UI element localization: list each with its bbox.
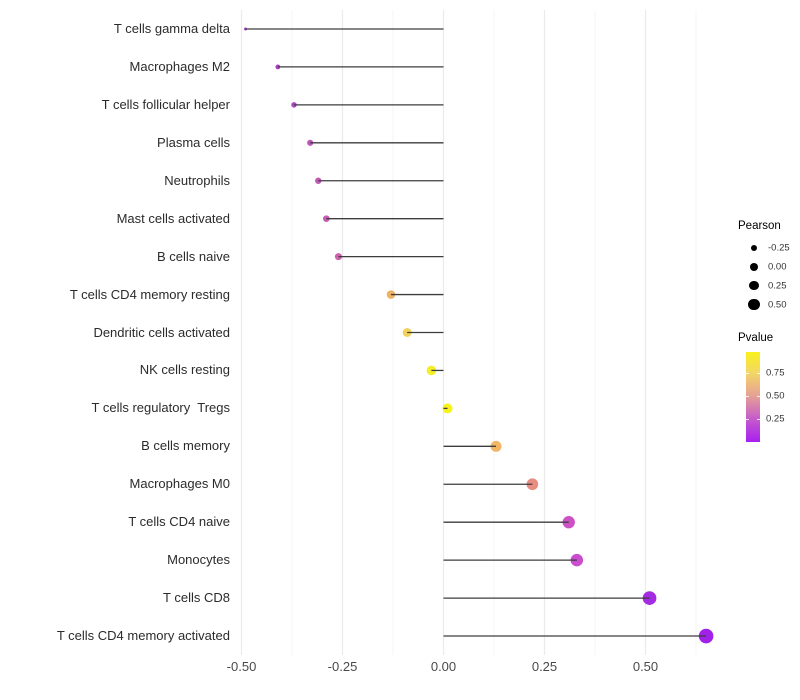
- x-tick-label: 0.50: [632, 659, 659, 674]
- legend-size-label: 0.00: [768, 261, 787, 272]
- pvalue-bar-tick: [757, 373, 760, 374]
- legend-pearson-size: Pearson -0.25 0.00 0.25 0.50: [738, 220, 800, 314]
- legend-size-label: 0.50: [768, 299, 787, 310]
- category-label: B cells naive: [157, 248, 230, 264]
- legend-pvalue-color: Pvalue 0.75 0.50 0.25: [738, 332, 800, 450]
- category-label: T cells CD4 naive: [128, 514, 230, 530]
- legend-size-label: -0.25: [768, 242, 790, 253]
- pvalue-bar-tick: [746, 419, 749, 420]
- data-point: [490, 440, 502, 452]
- data-point: [570, 553, 584, 567]
- category-label: T cells follicular helper: [101, 96, 230, 112]
- category-label: T cells CD8: [163, 590, 230, 606]
- legend-pearson-title: Pearson: [738, 220, 781, 232]
- legend-size-entry: -0.25: [738, 238, 800, 257]
- category-label: Monocytes: [167, 552, 230, 568]
- data-point: [291, 102, 297, 108]
- legend-pvalue-body: 0.75 0.50 0.25: [738, 350, 800, 450]
- legend-pvalue-title: Pvalue: [738, 332, 774, 344]
- legend-size-dot: [749, 280, 759, 291]
- category-label: T cells regulatory Tregs: [91, 400, 230, 416]
- legend-size-label: 0.25: [768, 280, 787, 291]
- legend-size-entry: 0.25: [738, 276, 800, 295]
- category-label: Macrophages M0: [129, 476, 230, 492]
- legend-size-entry: 0.00: [738, 257, 800, 276]
- pvalue-bar-tick: [757, 419, 760, 420]
- legend-size-dot: [750, 262, 758, 271]
- category-label: T cells CD4 memory resting: [69, 286, 230, 302]
- legend-size-dot: [751, 244, 757, 251]
- legend-pearson-entries: -0.25 0.00 0.25 0.50: [738, 238, 800, 314]
- category-label: T cells CD4 memory activated: [56, 628, 230, 644]
- x-tick-label: 0.00: [430, 659, 457, 674]
- legend-size-entry: 0.50: [738, 295, 800, 314]
- category-label: Mast cells activated: [116, 210, 230, 226]
- x-tick-label: 0.25: [531, 659, 558, 674]
- pvalue-bar-tick: [746, 373, 749, 374]
- pvalue-bar-tick: [757, 396, 760, 397]
- legend-size-dot: [748, 298, 760, 311]
- category-label: Macrophages M2: [129, 58, 230, 74]
- category-label: NK cells resting: [139, 362, 230, 378]
- pvalue-tick-label: 0.50: [766, 390, 785, 402]
- x-tick-label: -0.25: [327, 659, 358, 674]
- x-tick-label: -0.50: [226, 659, 257, 674]
- category-label: Dendritic cells activated: [93, 324, 230, 340]
- category-label: Plasma cells: [157, 134, 230, 150]
- pvalue-bar-tick: [746, 396, 749, 397]
- pvalue-gradient-bar: [746, 352, 760, 442]
- category-label: B cells memory: [141, 438, 230, 454]
- category-label: T cells gamma delta: [113, 20, 230, 36]
- pvalue-tick-label: 0.75: [766, 367, 785, 379]
- category-label: Neutrophils: [164, 172, 230, 188]
- pvalue-tick-label: 0.25: [766, 413, 785, 425]
